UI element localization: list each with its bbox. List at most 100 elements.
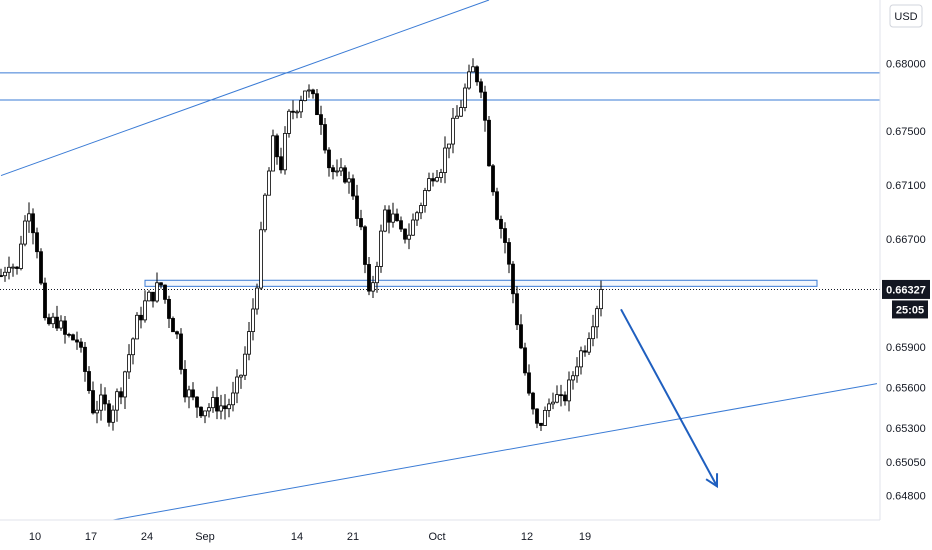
candle-body — [323, 124, 327, 151]
candle — [255, 283, 259, 315]
candle — [127, 344, 131, 380]
candle-body — [359, 218, 363, 228]
candle — [371, 275, 375, 299]
candle — [375, 261, 379, 293]
candle — [3, 266, 7, 282]
candle-body — [7, 266, 11, 273]
candle — [99, 383, 103, 421]
price-axis[interactable]: 0.68000 0.67500 0.67100 0.66700 0.65900 0.656… — [886, 58, 926, 502]
plot-area[interactable] — [0, 0, 880, 520]
candle — [415, 210, 419, 226]
candle — [571, 371, 575, 390]
arrow-shaft — [620, 308, 718, 487]
candle-body — [143, 300, 147, 321]
candle-body — [507, 242, 511, 265]
candle-body — [91, 390, 95, 414]
candle-body — [303, 90, 307, 102]
candle — [0, 268, 3, 278]
candle-body — [207, 407, 211, 412]
candle-body — [415, 212, 419, 221]
candle-body — [379, 230, 383, 267]
candle-body — [547, 403, 551, 411]
candle-body — [543, 409, 547, 426]
candle — [59, 315, 63, 331]
current-price-label: 0.66327 — [886, 284, 926, 296]
candle — [223, 394, 227, 420]
candle-body — [339, 167, 343, 172]
candle-body — [139, 314, 143, 321]
candle — [167, 295, 171, 329]
candle-body — [23, 220, 27, 245]
candle — [263, 193, 267, 233]
candle — [243, 346, 247, 381]
candle-body — [387, 209, 391, 223]
candle-body — [347, 178, 351, 183]
bearish-projection-arrow[interactable] — [620, 308, 719, 489]
candle-body — [391, 213, 395, 223]
candle — [459, 100, 463, 117]
candle-body — [247, 331, 251, 355]
candle-body — [259, 229, 263, 289]
candle-body — [307, 89, 311, 92]
y-tick-label: 0.65900 — [886, 342, 926, 354]
candle-body — [483, 91, 487, 121]
candle — [419, 202, 423, 220]
candle-body — [63, 320, 67, 335]
candle — [195, 396, 199, 418]
candle-body — [299, 100, 303, 113]
currency-badge[interactable]: USD — [889, 4, 923, 28]
candle — [539, 422, 543, 431]
candle-body — [471, 66, 475, 73]
candle-body — [595, 308, 599, 328]
candle-body — [527, 372, 531, 394]
candle — [139, 306, 143, 329]
candle-body — [479, 81, 483, 93]
candle-body — [187, 389, 191, 398]
plot-background[interactable] — [0, 0, 880, 520]
candle-body — [403, 228, 407, 240]
candle-body — [119, 391, 123, 398]
candle — [107, 399, 111, 427]
candle — [15, 266, 19, 275]
candle-body — [83, 346, 87, 372]
y-tick-label: 0.64800 — [886, 491, 926, 503]
candle-body — [407, 234, 411, 240]
candle — [487, 115, 491, 167]
candle — [559, 384, 563, 407]
candle — [219, 394, 223, 420]
candle-body — [335, 170, 339, 173]
candle-body — [363, 226, 367, 265]
candle — [339, 158, 343, 176]
x-tick-label: 21 — [347, 531, 359, 543]
candle-body — [419, 205, 423, 214]
candle — [11, 263, 15, 277]
candle — [55, 305, 59, 331]
candle — [307, 84, 311, 98]
candle-body — [439, 172, 443, 178]
candle-body — [587, 338, 591, 353]
support-resistance-zone[interactable] — [144, 279, 818, 287]
candle-body — [355, 195, 359, 219]
upper-channel-line[interactable] — [0, 0, 490, 177]
candle — [551, 392, 555, 410]
candle — [475, 65, 479, 86]
lower-channel-line[interactable] — [112, 383, 878, 521]
candle — [535, 408, 539, 429]
candle-body — [455, 115, 459, 119]
y-tick-label: 0.67500 — [886, 126, 926, 138]
x-tick-label: Oct — [428, 531, 445, 543]
candle-body — [495, 191, 499, 220]
candle-body — [475, 66, 479, 83]
candle-body — [115, 391, 119, 411]
candle-body — [519, 324, 523, 349]
candle-body — [107, 403, 111, 423]
candle-body — [411, 219, 415, 236]
candle-body — [147, 291, 151, 302]
candle-body — [111, 409, 115, 423]
candle-body — [535, 408, 539, 424]
candle-body — [295, 111, 299, 114]
time-axis[interactable]: 10 17 24 Sep 14 21 Oct 12 19 — [29, 531, 591, 543]
candle-body — [499, 218, 503, 229]
candle-body — [39, 251, 43, 284]
